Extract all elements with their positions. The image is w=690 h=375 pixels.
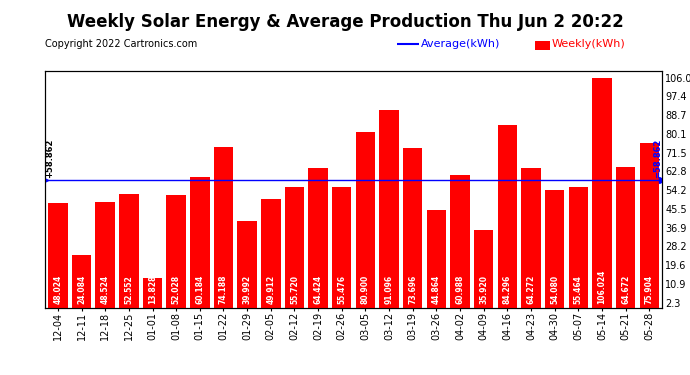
Bar — [237, 221, 257, 308]
Bar — [72, 255, 91, 308]
Bar — [166, 195, 186, 308]
Bar — [356, 132, 375, 308]
Text: 55.720: 55.720 — [290, 275, 299, 304]
Text: +58.862: +58.862 — [45, 138, 54, 178]
Text: Weekly(kWh): Weekly(kWh) — [552, 39, 626, 50]
Bar — [332, 187, 351, 308]
Text: 13.828: 13.828 — [148, 275, 157, 304]
Text: 74.188: 74.188 — [219, 275, 228, 304]
Bar — [474, 230, 493, 308]
Text: Copyright 2022 Cartronics.com: Copyright 2022 Cartronics.com — [45, 39, 197, 50]
Bar — [143, 278, 162, 308]
Bar — [616, 167, 635, 308]
Text: 80.900: 80.900 — [361, 275, 370, 304]
Bar — [451, 176, 470, 308]
Bar — [261, 200, 281, 308]
Text: 91.096: 91.096 — [384, 275, 393, 304]
Text: 106.024: 106.024 — [598, 270, 607, 304]
Text: 24.084: 24.084 — [77, 275, 86, 304]
Text: 73.696: 73.696 — [408, 275, 417, 304]
Text: 55.476: 55.476 — [337, 275, 346, 304]
Bar — [569, 187, 588, 308]
Text: 49.912: 49.912 — [266, 275, 275, 304]
Text: 75.904: 75.904 — [645, 275, 654, 304]
Bar — [497, 125, 517, 308]
Bar — [640, 143, 659, 308]
Text: 52.028: 52.028 — [172, 275, 181, 304]
Text: 39.992: 39.992 — [243, 275, 252, 304]
Bar — [48, 203, 68, 308]
Bar — [592, 78, 612, 308]
Text: 35.920: 35.920 — [480, 275, 489, 304]
Text: 64.424: 64.424 — [314, 275, 323, 304]
Text: 44.864: 44.864 — [432, 275, 441, 304]
Text: 48.524: 48.524 — [101, 275, 110, 304]
Text: 48.024: 48.024 — [53, 275, 62, 304]
Text: 84.296: 84.296 — [503, 275, 512, 304]
Text: Weekly Solar Energy & Average Production Thu Jun 2 20:22: Weekly Solar Energy & Average Production… — [67, 13, 623, 31]
Bar — [214, 147, 233, 308]
Bar — [308, 168, 328, 308]
Bar — [380, 110, 399, 308]
Text: 64.672: 64.672 — [621, 275, 630, 304]
Text: 55.464: 55.464 — [574, 275, 583, 304]
Text: Average(kWh): Average(kWh) — [421, 39, 500, 50]
Text: 52.552: 52.552 — [124, 276, 133, 304]
Bar — [95, 202, 115, 308]
Bar — [403, 148, 422, 308]
Bar — [285, 187, 304, 308]
Bar — [426, 210, 446, 308]
Bar — [545, 190, 564, 308]
Bar — [119, 194, 139, 308]
Bar — [190, 177, 210, 308]
Text: 60.184: 60.184 — [195, 275, 204, 304]
Bar — [522, 168, 541, 308]
Text: 54.080: 54.080 — [550, 275, 559, 304]
Text: 60.988: 60.988 — [455, 275, 464, 304]
Text: =58.862: =58.862 — [653, 138, 662, 178]
Text: 64.272: 64.272 — [526, 275, 535, 304]
